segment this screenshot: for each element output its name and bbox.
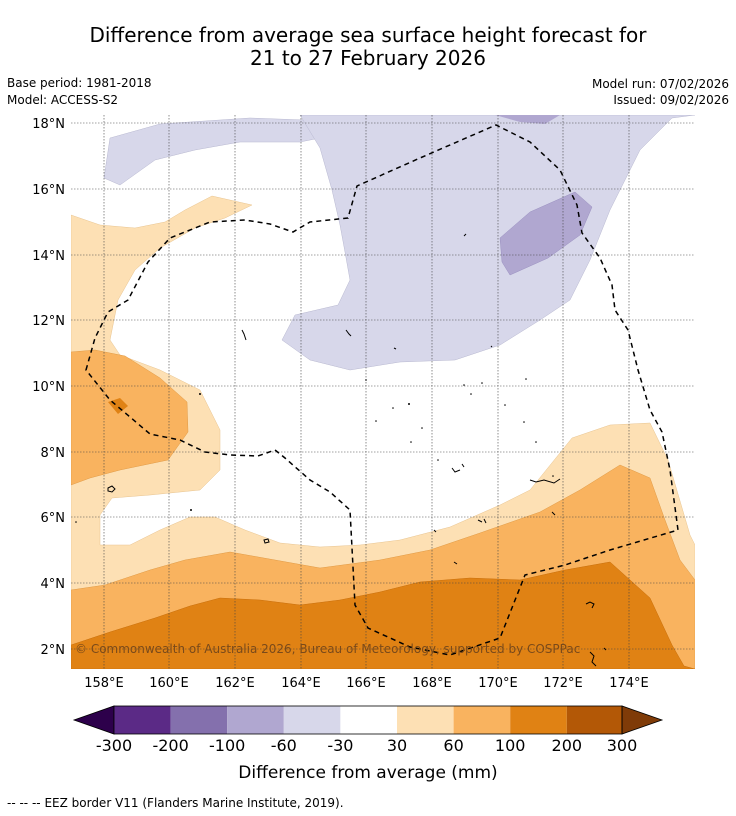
colorbar-tick: 300 <box>607 736 638 755</box>
lon-label: 174°E <box>609 676 649 691</box>
colorbar-extend-low <box>72 705 115 735</box>
issued-date: Issued: 09/02/2026 <box>613 93 729 107</box>
contour-neg-60-100-top <box>495 115 560 124</box>
colorbar-segment <box>453 706 511 734</box>
contour-neg-30-60-central <box>281 115 695 371</box>
colorbar-tick: 60 <box>443 736 463 755</box>
colorbar-frame <box>113 705 623 735</box>
longitude-labels: 158°E 160°E 162°E 164°E 166°E 168°E 170°… <box>84 676 649 691</box>
lat-label: 8°N <box>41 446 66 461</box>
colorbar-tick: 30 <box>387 736 407 755</box>
lat-label: 10°N <box>32 380 65 395</box>
lat-label: 12°N <box>32 314 65 329</box>
map-title-line1: Difference from average sea surface heig… <box>89 23 647 47</box>
contour-pos-60-100-west <box>71 349 189 486</box>
lat-label: 2°N <box>41 643 66 658</box>
lon-label: 162°E <box>215 676 255 691</box>
colorbar-segment <box>566 706 624 734</box>
eez-legend: -- -- -- EEZ border V11 (Flanders Marine… <box>7 796 344 810</box>
lon-label: 170°E <box>478 676 518 691</box>
islands <box>107 233 607 667</box>
map-area: © Commonwealth of Australia 2026, Bureau… <box>71 115 695 669</box>
contour-pos-100-200 <box>71 561 695 669</box>
colorbar-tick: -200 <box>152 736 188 755</box>
lat-label: 16°N <box>32 183 65 198</box>
colorbar-tick: -100 <box>209 736 245 755</box>
lon-label: 164°E <box>281 676 321 691</box>
colorbar: -300 -200 -100 -60 -30 30 60 100 200 300… <box>72 705 664 783</box>
colorbar-tick: -300 <box>96 736 132 755</box>
lat-label: 14°N <box>32 249 65 264</box>
eez-legend-text: EEZ border V11 (Flanders Marine Institut… <box>44 796 344 810</box>
latitude-labels: 18°N 16°N 14°N 12°N 10°N 8°N 6°N 4°N 2°N <box>32 117 65 658</box>
lon-label: 160°E <box>149 676 189 691</box>
colorbar-segment <box>397 706 454 734</box>
colorbar-tick: 100 <box>495 736 526 755</box>
colorbar-tick: -30 <box>327 736 353 755</box>
lon-label: 172°E <box>543 676 583 691</box>
lon-label: 168°E <box>412 676 452 691</box>
island-dots <box>75 378 554 523</box>
colorbar-segment <box>510 706 567 734</box>
lon-label: 166°E <box>346 676 386 691</box>
lon-label: 158°E <box>84 676 124 691</box>
model-name: Model: ACCESS-S2 <box>7 93 119 107</box>
colorbar-label: Difference from average (mm) <box>238 763 497 783</box>
colorbar-segment <box>227 706 284 734</box>
lat-label: 4°N <box>41 577 66 592</box>
eez-border <box>85 124 679 656</box>
colorbar-segment <box>283 706 341 734</box>
colorbar-segment <box>170 706 228 734</box>
colorbar-segment <box>340 706 397 734</box>
map-title-line2: 21 to 27 February 2026 <box>250 46 486 70</box>
colorbar-tick: 200 <box>552 736 583 755</box>
colorbar-tick-labels: -300 -200 -100 -60 -30 30 60 100 200 300 <box>96 736 637 755</box>
model-run: Model run: 07/02/2026 <box>591 77 729 91</box>
base-period: Base period: 1981-2018 <box>7 76 152 90</box>
eez-legend-dashes: -- -- -- <box>7 796 41 810</box>
lat-label: 18°N <box>32 117 65 132</box>
gridlines <box>71 115 695 669</box>
copyright-notice: © Commonwealth of Australia 2026, Bureau… <box>75 642 580 656</box>
contour-neg-60-100 <box>499 191 593 276</box>
lat-label: 6°N <box>41 511 66 526</box>
colorbar-tick: -60 <box>271 736 297 755</box>
colorbar-segment <box>114 706 171 734</box>
colorbar-extend-high <box>621 705 664 735</box>
